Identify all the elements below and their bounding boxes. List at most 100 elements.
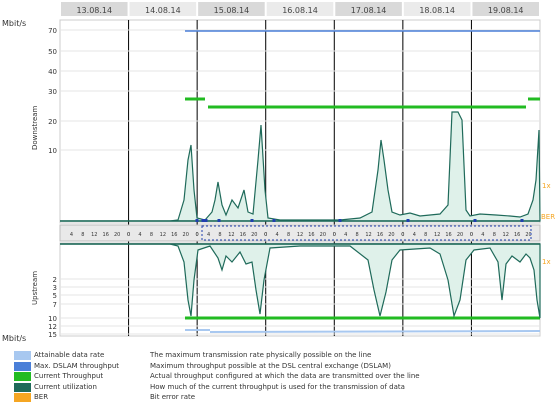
timeline-hour-label: 12: [365, 232, 371, 238]
legend-description: Actual throughput configured at which th…: [150, 372, 420, 380]
legend-swatch: [14, 393, 31, 402]
ber-marker: [338, 219, 342, 222]
date-header-label: 14.08.14: [145, 6, 181, 15]
ber-marker: [520, 219, 524, 222]
legend: Attainable data rate The maximum transmis…: [0, 347, 560, 403]
timeline-midnight-label: 0: [401, 232, 404, 238]
timeline-hour-label: 12: [160, 232, 166, 238]
ber-marker: [217, 219, 221, 222]
downstream-tick-label: 30: [48, 88, 57, 96]
timeline-hour-label: 8: [424, 232, 427, 238]
date-header-bg: [472, 2, 539, 16]
date-header-bg: [335, 2, 402, 16]
date-header-label: 18.08.14: [419, 6, 455, 15]
timeline-hour-label: 16: [171, 232, 177, 238]
timeline-hour-label: 4: [413, 232, 416, 238]
timeline-hour-label: 12: [228, 232, 234, 238]
timeline-hour-label: 8: [218, 232, 221, 238]
timeline-strip: 4 8 12 16 20 4 8 12 16 20 0 4 8 12 16 20 0 4 8 12 16 20 0 4 8 12 1…: [59, 224, 541, 242]
timeline-hour-label: 8: [287, 232, 290, 238]
date-header: 13.08.14 14.08.14 15.08.14 16.08.14 17.08.14…: [61, 2, 539, 16]
timeline-hour-label: 16: [240, 232, 246, 238]
date-header-cell: 15.08.14: [198, 2, 265, 16]
timeline-hour-label: 4: [138, 232, 141, 238]
legend-label: Current Throughput: [34, 372, 104, 380]
dsl-throughput-chart: 13.08.14 14.08.14 15.08.14 16.08.14 17.08.14…: [2, 2, 555, 343]
timeline-hour-label: 4: [70, 232, 73, 238]
timeline-midnight-label: 0: [196, 232, 199, 238]
date-header-bg: [198, 2, 265, 16]
timeline-bar[interactable]: [59, 224, 541, 242]
timeline-hour-label: 20: [183, 232, 189, 238]
timeline-hour-label: 16: [514, 232, 520, 238]
legend-swatch: [14, 351, 31, 360]
legend-description: Maximum throughput possible at the DSL c…: [150, 361, 391, 370]
timeline-hour-label: 12: [434, 232, 440, 238]
downstream-tick-label: 40: [48, 68, 57, 76]
legend-swatch: [14, 382, 31, 392]
upstream-tick-label: 5: [53, 292, 57, 300]
legend-label: Current utilization: [34, 382, 97, 391]
legend-row: BER Bit error rate: [0, 392, 560, 403]
downstream-label: Downstream: [31, 105, 39, 150]
unit-label-top: Mbit/s: [2, 19, 26, 28]
timeline-hour-label: 16: [103, 232, 109, 238]
legend-row: Max. DSLAM throughput Maximum throughput …: [0, 361, 560, 372]
date-header-bg: [129, 2, 197, 16]
upstream-utilization-area: [60, 243, 541, 319]
date-header-label: 13.08.14: [76, 6, 112, 15]
ber-marker: [406, 219, 410, 222]
timeline-hour-label: 20: [251, 232, 257, 238]
timeline-hour-label: 16: [445, 232, 451, 238]
date-header-cell: 14.08.14: [129, 2, 197, 16]
date-header-bg: [403, 2, 471, 16]
date-header-cell: 17.08.14: [335, 2, 402, 16]
timeline-hour-label: 16: [377, 232, 383, 238]
timeline-midnight-label: 0: [333, 232, 336, 238]
date-header-label: 19.08.14: [488, 6, 524, 15]
upstream-attainable-line: [209, 330, 541, 333]
timeline-selection[interactable]: [201, 225, 532, 241]
downstream-tick-label: 70: [48, 27, 57, 35]
timeline-midnight-label: 0: [470, 232, 473, 238]
timeline-hour-label: 20: [457, 232, 463, 238]
upstream-tick-label: 7: [53, 301, 57, 309]
legend-description: Bit error rate: [150, 393, 196, 401]
timeline-hour-label: 8: [150, 232, 153, 238]
timeline-hour-label: 12: [91, 232, 97, 238]
timeline-hour-label: 4: [344, 232, 347, 238]
upstream-tick-label: 15: [48, 331, 57, 339]
upstream-1x-marker: 1x: [542, 258, 551, 266]
legend-description: The maximum transmission rate physically…: [150, 351, 372, 359]
timeline-hour-label: 8: [493, 232, 496, 238]
upstream-tick-label: 10: [48, 315, 57, 323]
legend-swatch: [14, 361, 31, 371]
legend-description: How much of the current throughput is us…: [150, 382, 405, 391]
timeline-hour-label: 20: [320, 232, 326, 238]
timeline-hour-label: 4: [481, 232, 484, 238]
downstream-tick-label: 50: [48, 48, 57, 56]
legend-swatch: [14, 372, 31, 381]
timeline-hour-label: 8: [356, 232, 359, 238]
date-header-cell: 16.08.14: [266, 2, 334, 16]
date-header-label: 15.08.14: [214, 6, 250, 15]
ber-marker: [204, 219, 208, 222]
date-header-label: 17.08.14: [351, 6, 387, 15]
ber-marker: [250, 219, 254, 222]
legend-label: BER: [34, 393, 49, 401]
timeline-hour-label: 20: [388, 232, 394, 238]
date-header-cell: 19.08.14: [472, 2, 539, 16]
timeline-hour-label: 12: [297, 232, 303, 238]
timeline-midnight-label: 0: [264, 232, 267, 238]
timeline-hour-label: 4: [276, 232, 279, 238]
timeline-hour-label: 20: [525, 232, 531, 238]
legend-row: Attainable data rate The maximum transmis…: [0, 350, 560, 361]
date-header-label: 16.08.14: [282, 6, 318, 15]
legend-row: Current utilization How much of the curre…: [0, 382, 560, 393]
date-header-cell: 13.08.14: [61, 2, 128, 16]
ber-marker: [195, 219, 199, 222]
timeline-hour-label: 20: [114, 232, 120, 238]
plot-backgrounds: [59, 19, 541, 337]
unit-label-bottom: Mbit/s: [2, 334, 26, 343]
legend-row: Current Throughput Actual throughput conf…: [0, 371, 560, 382]
